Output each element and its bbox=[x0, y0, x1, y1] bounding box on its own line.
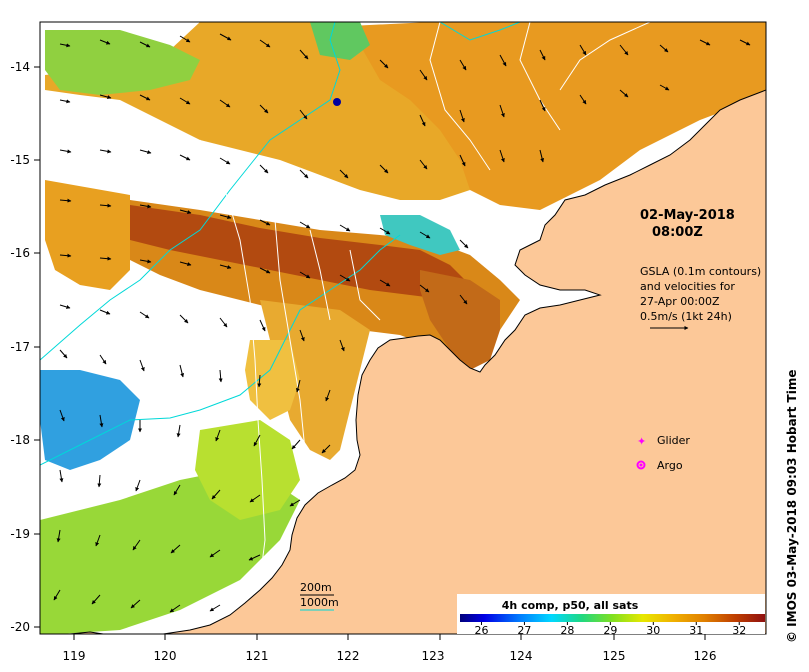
colorbar-tick-label: 30 bbox=[646, 624, 660, 637]
x-tick-label: 123 bbox=[422, 649, 445, 663]
colorbar-ticks: 26 27 28 29 30 31 32 bbox=[474, 622, 746, 637]
y-tick-label: -20 bbox=[10, 620, 30, 634]
y-tick-label: -14 bbox=[10, 60, 30, 74]
colorbar-tick-label: 32 bbox=[732, 624, 746, 637]
y-tick-label: -17 bbox=[10, 340, 30, 354]
sst-patch-hot-core bbox=[130, 205, 470, 300]
legend-glider: ✦ Glider bbox=[637, 434, 690, 448]
contour-1000m-north bbox=[439, 22, 521, 41]
x-tick-label: 120 bbox=[154, 649, 177, 663]
colorbar-gradient bbox=[460, 614, 765, 622]
velocity-arrows bbox=[53, 33, 751, 613]
sst-patch-northeast bbox=[270, 22, 766, 210]
sst-patch-blue-west bbox=[40, 370, 140, 470]
legend: ✦ Glider Argo bbox=[636, 434, 690, 472]
time-label: 08:00Z bbox=[652, 225, 703, 240]
contour-1000m bbox=[40, 22, 341, 361]
land-mass bbox=[69, 22, 766, 634]
colorbar-tick-label: 29 bbox=[603, 624, 617, 637]
legend-argo: Argo bbox=[636, 459, 683, 472]
x-tick-labels: 119 120 121 122 123 124 125 126 bbox=[63, 649, 717, 663]
y-tick-label: -15 bbox=[10, 153, 30, 167]
sst-cold-spot bbox=[333, 98, 341, 106]
x-tick-label: 125 bbox=[603, 649, 626, 663]
x-tick-label: 119 bbox=[63, 649, 86, 663]
y-tick-labels: -14 -15 -16 -17 -18 -19 -20 bbox=[10, 60, 30, 634]
bathymetry-legend: 200m 1000m bbox=[300, 581, 339, 611]
sst-patch-kimberley bbox=[420, 270, 500, 370]
gsla-info-line: and velocities for bbox=[640, 280, 735, 293]
colorbar: 4h comp, p50, all sats 26 27 28 29 30 31 32 bbox=[457, 594, 765, 637]
legend-glider-label: Glider bbox=[657, 434, 690, 447]
sst-patch-south-shelf bbox=[245, 340, 300, 420]
plot-area bbox=[40, 22, 766, 634]
x-tick-label: 126 bbox=[694, 649, 717, 663]
sst-patch-green-southeast bbox=[195, 420, 300, 520]
argo-marker-dot bbox=[639, 463, 643, 467]
gsla-info: GSLA (0.1m contours) and velocities for … bbox=[640, 265, 761, 323]
bathymetry-contours bbox=[40, 22, 521, 466]
glider-marker-icon: ✦ bbox=[637, 435, 646, 448]
date-label: 02-May-2018 bbox=[640, 208, 735, 223]
legend-argo-label: Argo bbox=[657, 459, 683, 472]
y-tick-label: -18 bbox=[10, 433, 30, 447]
sst-field bbox=[40, 22, 766, 634]
sst-patch-green-north bbox=[45, 30, 200, 95]
colorbar-tick-label: 28 bbox=[560, 624, 574, 637]
x-tick-label: 122 bbox=[337, 649, 360, 663]
colorbar-tick-label: 31 bbox=[689, 624, 703, 637]
colorbar-title: 4h comp, p50, all sats bbox=[502, 599, 639, 612]
x-tick-label: 124 bbox=[510, 649, 533, 663]
colorbar-tick-label: 26 bbox=[474, 624, 488, 637]
argo-marker-icon bbox=[636, 460, 646, 470]
y-tick-label: -19 bbox=[10, 527, 30, 541]
gsla-contours bbox=[199, 22, 651, 581]
gsla-info-line: GSLA (0.1m contours) bbox=[640, 265, 761, 278]
contour-1000m-label: 1000m bbox=[300, 596, 339, 609]
sst-patch-cyan bbox=[380, 215, 460, 255]
sst-patch-teal-north bbox=[310, 22, 370, 60]
contour-200m bbox=[40, 234, 401, 466]
y-tick-label: -16 bbox=[10, 246, 30, 260]
plot-frame bbox=[39, 21, 767, 635]
x-axis bbox=[73, 634, 706, 640]
credit-label: © IMOS 03-May-2018 09:03 Hobart Time bbox=[785, 370, 799, 643]
colorbar-tick-label: 27 bbox=[517, 624, 531, 637]
x-tick-label: 121 bbox=[246, 649, 269, 663]
contour-200m-label: 200m bbox=[300, 581, 332, 594]
y-axis bbox=[34, 66, 40, 628]
gsla-info-line: 27-Apr 00:00Z bbox=[640, 295, 720, 308]
gsla-info-line: 0.5m/s (1kt 24h) bbox=[640, 310, 732, 323]
